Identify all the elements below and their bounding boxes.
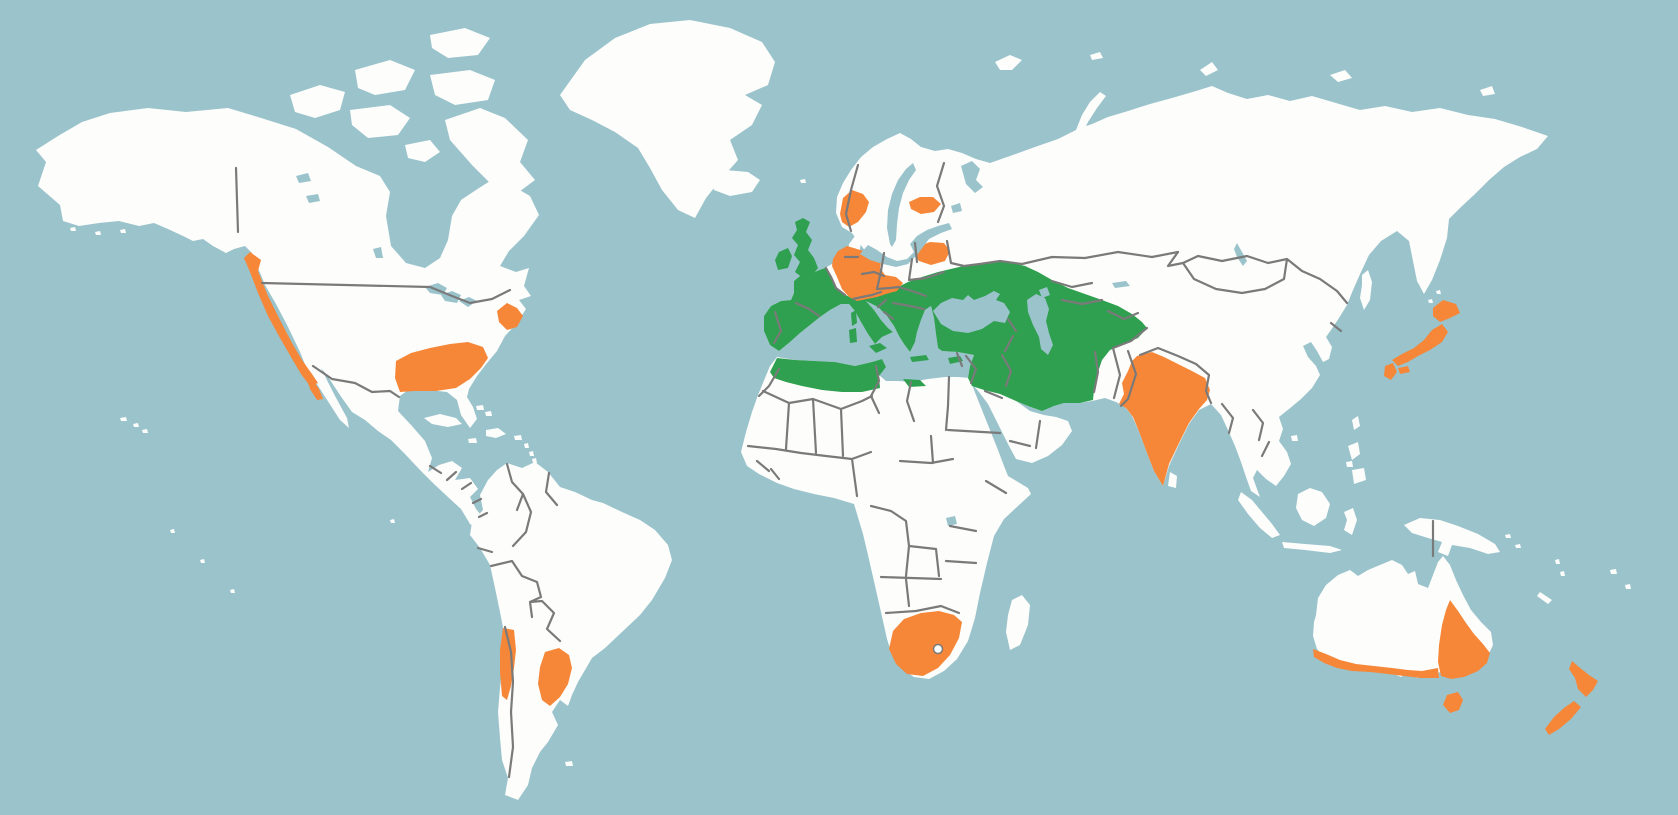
island-hainan bbox=[1291, 435, 1298, 441]
borders-central-south-asia bbox=[978, 250, 1213, 408]
range-green-libya-coast bbox=[903, 379, 926, 387]
island-sardinia-green bbox=[849, 328, 857, 343]
lake-victoria bbox=[946, 516, 957, 526]
range-orange-finland bbox=[909, 197, 941, 214]
island-ireland-green bbox=[775, 248, 792, 270]
arctic-islands bbox=[290, 28, 535, 195]
landmass-south-america bbox=[470, 462, 672, 800]
island-iceland bbox=[712, 170, 760, 196]
range-orange-australia-east bbox=[1438, 600, 1490, 679]
island-sri-lanka bbox=[1168, 472, 1177, 488]
range-orange-japan bbox=[1384, 300, 1460, 380]
island-sakhalin bbox=[1360, 270, 1372, 310]
landmass-north-america bbox=[36, 108, 539, 532]
caribbean-islands bbox=[424, 405, 537, 463]
borders-africa bbox=[746, 364, 1008, 615]
sea-caspian bbox=[1027, 294, 1053, 355]
borders-middle-east bbox=[955, 317, 1042, 450]
range-green-north-africa bbox=[770, 358, 886, 392]
range-orange-northeast-usa bbox=[497, 303, 523, 330]
range-orange-argentina bbox=[538, 648, 572, 706]
island-borneo bbox=[1296, 488, 1330, 526]
sea-black-sea bbox=[933, 291, 1010, 333]
range-orange-belarus bbox=[914, 242, 950, 265]
range-orange-south-africa bbox=[889, 611, 962, 676]
island-java bbox=[1282, 542, 1342, 553]
range-orange-southeast-usa bbox=[395, 342, 488, 392]
lakes-canada bbox=[296, 173, 383, 258]
range-orange-north-america-west-coast bbox=[244, 252, 318, 386]
island-crete-green bbox=[910, 355, 929, 362]
landmass-africa bbox=[741, 357, 1031, 679]
sea-aral bbox=[1039, 287, 1050, 298]
sea-white-sea bbox=[961, 161, 983, 193]
island-sicily-green bbox=[869, 343, 887, 353]
range-orange-new-zealand bbox=[1545, 661, 1598, 735]
lake-balkhash bbox=[1112, 281, 1130, 288]
sea-gulf-of-bothnia bbox=[887, 163, 916, 247]
lake-baikal bbox=[1234, 243, 1247, 266]
range-orange-australia-south bbox=[1313, 649, 1439, 678]
island-sulawesi bbox=[1344, 508, 1357, 535]
enclave-lesotho bbox=[932, 643, 944, 655]
range-orange-baja bbox=[307, 379, 323, 400]
landmass-greenland bbox=[560, 20, 775, 218]
borders-south-america bbox=[476, 462, 562, 779]
orange-range-overlays bbox=[244, 190, 1598, 735]
borders-east-asia bbox=[1166, 250, 1435, 558]
range-orange-chile bbox=[500, 628, 516, 700]
islands-philippines bbox=[1346, 442, 1366, 484]
borders-europe bbox=[772, 161, 982, 345]
island-corsica-green bbox=[851, 310, 857, 326]
island-madagascar bbox=[1006, 595, 1030, 650]
island-sumatra bbox=[1238, 492, 1280, 538]
range-orange-india bbox=[1119, 352, 1210, 486]
lake-ladoga bbox=[951, 203, 962, 213]
landmasses bbox=[36, 20, 1631, 800]
island-great-britain-green bbox=[792, 218, 818, 278]
landmass-eurasia bbox=[764, 86, 1548, 497]
island-taiwan bbox=[1352, 416, 1360, 430]
borders-north-america bbox=[234, 166, 512, 519]
range-orange-tasmania bbox=[1443, 692, 1463, 713]
country-borders bbox=[234, 161, 1435, 779]
island-new-guinea bbox=[1404, 518, 1500, 556]
